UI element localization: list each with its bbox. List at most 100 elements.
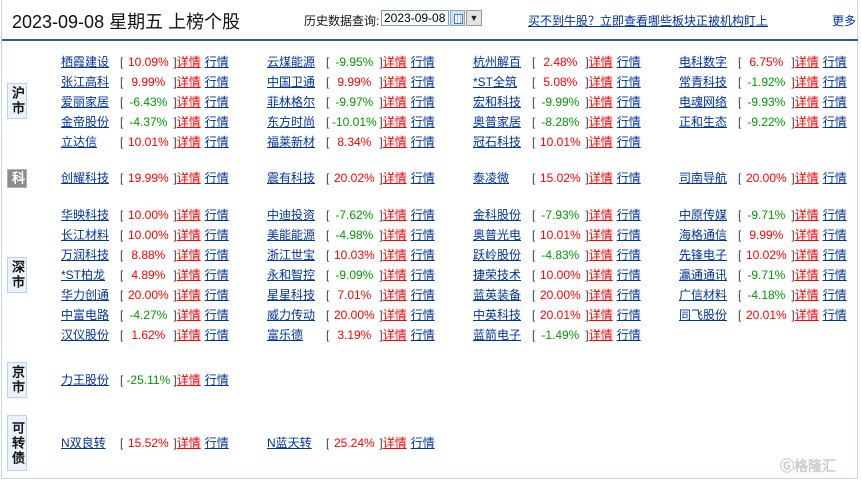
detail-link[interactable]: 详情 [588,55,613,69]
detail-link[interactable]: 详情 [382,288,407,302]
quote-link[interactable]: 行情 [410,328,435,342]
stock-name-link[interactable]: 电魂网络 [679,95,728,109]
detail-link[interactable]: 详情 [794,171,819,185]
stock-name-link[interactable]: 中原传媒 [679,208,728,222]
detail-link[interactable]: 详情 [176,55,201,69]
quote-link[interactable]: 行情 [616,248,641,262]
stock-name-link[interactable]: 福莱新材 [267,135,316,149]
stock-name-link[interactable]: 华力创通 [61,288,110,302]
quote-link[interactable]: 行情 [410,115,435,129]
stock-name-link[interactable]: 力王股份 [61,373,110,387]
detail-link[interactable]: 详情 [176,228,201,242]
quote-link[interactable]: 行情 [410,436,435,450]
quote-link[interactable]: 行情 [616,228,641,242]
stock-name-link[interactable]: 冠石科技 [473,135,522,149]
stock-name-link[interactable]: 奥普家居 [473,115,522,129]
detail-link[interactable]: 详情 [176,288,201,302]
detail-link[interactable]: 详情 [794,208,819,222]
detail-link[interactable]: 详情 [588,135,613,149]
detail-link[interactable]: 详情 [794,248,819,262]
stock-name-link[interactable]: 富乐德 [267,328,304,342]
quote-link[interactable]: 行情 [204,436,229,450]
quote-link[interactable]: 行情 [204,95,229,109]
stock-name-link[interactable]: 星星科技 [267,288,316,302]
detail-link[interactable]: 详情 [382,268,407,282]
promo-link[interactable]: 买不到牛股？立即查看哪些板块正被机构盯上 [528,14,769,28]
stock-name-link[interactable]: 万润科技 [61,248,110,262]
detail-link[interactable]: 详情 [794,55,819,69]
stock-name-link[interactable]: 中英科技 [473,308,522,322]
quote-link[interactable]: 行情 [616,95,641,109]
stock-name-link[interactable]: 浙江世宝 [267,248,316,262]
detail-link[interactable]: 详情 [176,208,201,222]
detail-link[interactable]: 详情 [382,75,407,89]
quote-link[interactable]: 行情 [822,308,847,322]
quote-link[interactable]: 行情 [616,288,641,302]
quote-link[interactable]: 行情 [204,288,229,302]
stock-name-link[interactable]: 东方时尚 [267,115,316,129]
quote-link[interactable]: 行情 [822,171,847,185]
detail-link[interactable]: 详情 [588,288,613,302]
stock-name-link[interactable]: 宏和科技 [473,95,522,109]
quote-link[interactable]: 行情 [204,75,229,89]
stock-name-link[interactable]: 张江高科 [61,75,110,89]
quote-link[interactable]: 行情 [822,75,847,89]
stock-name-link[interactable]: 中国卫通 [267,75,316,89]
quote-link[interactable]: 行情 [410,308,435,322]
stock-name-link[interactable]: 电科数字 [679,55,728,69]
quote-link[interactable]: 行情 [204,373,229,387]
stock-name-link[interactable]: N蓝天转 [267,436,312,450]
detail-link[interactable]: 详情 [794,268,819,282]
stock-name-link[interactable]: 中富电路 [61,308,110,322]
date-input[interactable] [381,10,449,26]
stock-name-link[interactable]: 永和智控 [267,268,316,282]
quote-link[interactable]: 行情 [204,135,229,149]
detail-link[interactable]: 详情 [176,75,201,89]
quote-link[interactable]: 行情 [616,208,641,222]
stock-name-link[interactable]: 捷荣技术 [473,268,522,282]
detail-link[interactable]: 详情 [382,55,407,69]
stock-name-link[interactable]: 菲林格尔 [267,95,316,109]
quote-link[interactable]: 行情 [616,171,641,185]
detail-link[interactable]: 详情 [176,171,201,185]
stock-name-link[interactable]: *ST全筑 [473,75,518,89]
detail-link[interactable]: 详情 [176,95,201,109]
stock-name-link[interactable]: 广信材料 [679,288,728,302]
stock-name-link[interactable]: 中迪投资 [267,208,316,222]
detail-link[interactable]: 详情 [382,208,407,222]
detail-link[interactable]: 详情 [794,308,819,322]
detail-link[interactable]: 详情 [588,328,613,342]
quote-link[interactable]: 行情 [616,115,641,129]
stock-name-link[interactable]: 爱丽家居 [61,95,110,109]
quote-link[interactable]: 行情 [204,228,229,242]
quote-link[interactable]: 行情 [410,135,435,149]
detail-link[interactable]: 详情 [382,115,407,129]
stock-name-link[interactable]: 海格通信 [679,228,728,242]
detail-link[interactable]: 详情 [588,95,613,109]
quote-link[interactable]: 行情 [616,55,641,69]
quote-link[interactable]: 行情 [410,95,435,109]
detail-link[interactable]: 详情 [382,95,407,109]
stock-name-link[interactable]: 长江材料 [61,228,110,242]
quote-link[interactable]: 行情 [204,268,229,282]
quote-link[interactable]: 行情 [410,171,435,185]
quote-link[interactable]: 行情 [616,75,641,89]
stock-name-link[interactable]: 正和生态 [679,115,728,129]
stock-name-link[interactable]: 奥普光电 [473,228,522,242]
quote-link[interactable]: 行情 [410,268,435,282]
detail-link[interactable]: 详情 [176,436,201,450]
stock-name-link[interactable]: 蓝英装备 [473,288,522,302]
detail-link[interactable]: 详情 [794,75,819,89]
quote-link[interactable]: 行情 [822,208,847,222]
stock-name-link[interactable]: 跃岭股份 [473,248,522,262]
detail-link[interactable]: 详情 [382,436,407,450]
detail-link[interactable]: 详情 [382,171,407,185]
detail-link[interactable]: 详情 [382,248,407,262]
stock-name-link[interactable]: *ST柏龙 [61,268,106,282]
quote-link[interactable]: 行情 [204,248,229,262]
stock-name-link[interactable]: 华映科技 [61,208,110,222]
detail-link[interactable]: 详情 [794,288,819,302]
quote-link[interactable]: 行情 [410,208,435,222]
quote-link[interactable]: 行情 [616,328,641,342]
stock-name-link[interactable]: 泰凌微 [473,171,510,185]
